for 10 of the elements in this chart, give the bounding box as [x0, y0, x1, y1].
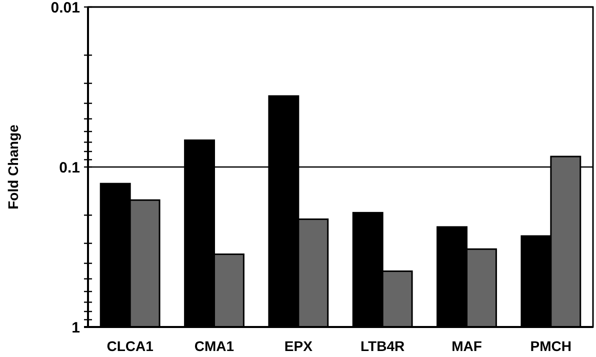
x-tick-label: PMCH [530, 338, 572, 354]
x-tick-label: CLCA1 [106, 338, 154, 354]
x-tick-label: MAF [452, 338, 482, 354]
y-tick-label: 0.1 [59, 159, 80, 176]
x-tick-label: CMA1 [194, 338, 234, 354]
x-tick-label: LTB4R [360, 338, 405, 354]
y-axis-title: Fold Change [5, 124, 21, 210]
y-tick-label: 0.01 [50, 0, 80, 16]
y-tick-label: 1 [72, 319, 80, 336]
x-tick-label: EPX [284, 338, 314, 354]
